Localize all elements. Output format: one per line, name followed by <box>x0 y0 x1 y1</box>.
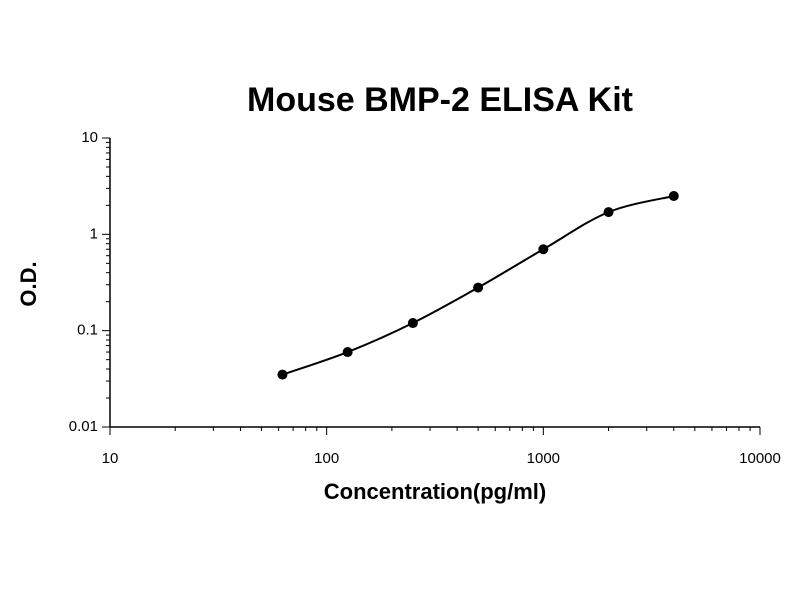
data-point <box>277 369 288 380</box>
data-point <box>342 347 353 358</box>
x-tick-label: 10 <box>102 450 119 467</box>
y-axis-label: O.D. <box>16 261 41 306</box>
y-tick-label: 0.01 <box>69 418 98 435</box>
x-axis-label: Concentration(pg/ml) <box>324 479 546 504</box>
x-tick-label: 100 <box>314 450 339 467</box>
y-tick-label: 0.1 <box>77 322 98 339</box>
y-tick-label: 1 <box>90 225 98 242</box>
data-point <box>538 244 549 255</box>
data-point <box>603 207 614 218</box>
chart-title: Mouse BMP-2 ELISA Kit <box>247 81 633 119</box>
data-point <box>473 282 484 293</box>
data-point <box>668 190 679 201</box>
data-point <box>407 318 418 329</box>
y-tick-label: 10 <box>81 129 98 146</box>
x-tick-label: 10000 <box>739 450 781 467</box>
x-tick-label: 1000 <box>527 450 560 467</box>
